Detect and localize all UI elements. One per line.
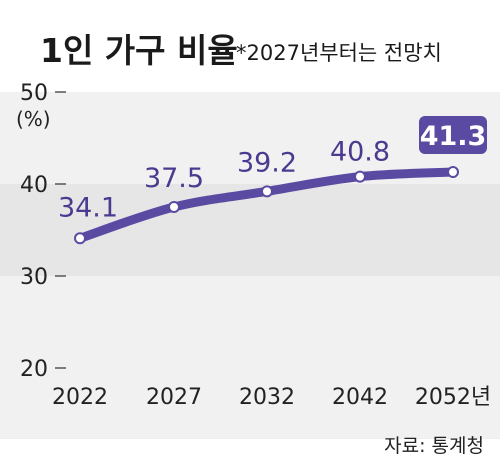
x-axis: 2022 2027 2032 2042 2052년 [52, 385, 491, 410]
x-tick-label: 2027 [146, 385, 202, 410]
series-line-group [74, 166, 459, 245]
y-tick-label: 20 [20, 357, 48, 382]
y-tick-label: 50 [20, 81, 48, 106]
data-point [447, 166, 459, 179]
data-labels: 34.1 37.5 39.2 40.8 41.3 [58, 116, 487, 223]
plot-band [0, 92, 500, 184]
data-label: 39.2 [237, 147, 297, 178]
data-label: 37.5 [144, 163, 204, 194]
y-tick-label: 40 [20, 173, 48, 198]
x-tick-label: 2042 [332, 385, 388, 410]
y-tick-label: 30 [20, 265, 48, 290]
x-tick-label: 2032 [239, 385, 295, 410]
plot-band [0, 184, 500, 276]
data-point [354, 170, 366, 183]
plot-band [0, 276, 500, 368]
data-point [261, 185, 273, 198]
source-note: 자료: 통계청 [384, 435, 484, 457]
x-axis-band [0, 368, 500, 438]
data-label: 34.1 [58, 192, 118, 223]
data-point [168, 201, 180, 213]
chart-title: 1인 가구 비율 [40, 31, 238, 70]
chart-subtitle: *2027년부터는 전망치 [236, 41, 442, 65]
highlight-label-box [419, 116, 487, 155]
plot-bands [0, 92, 500, 438]
data-label: 40.8 [330, 137, 390, 168]
y-axis: 50 40 30 20 [20, 81, 66, 382]
y-axis-unit: (%) [16, 107, 51, 131]
data-point [74, 232, 86, 245]
x-tick-label: 2022 [52, 385, 108, 410]
data-label: 41.3 [420, 121, 487, 152]
x-tick-label: 2052년 [415, 385, 491, 410]
